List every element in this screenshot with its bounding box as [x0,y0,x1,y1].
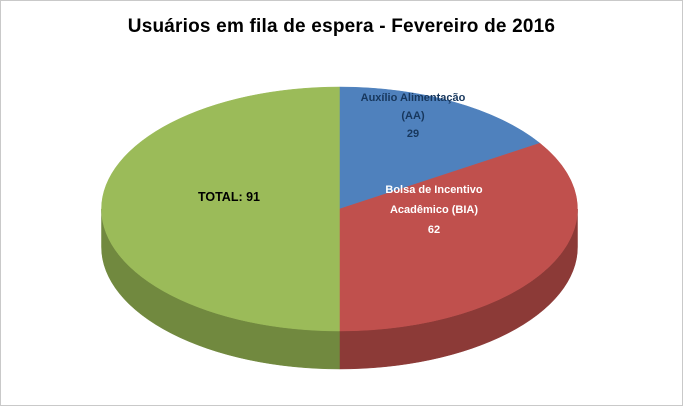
chart-title: Usuários em fila de espera - Fevereiro d… [127,16,556,37]
data-label-aa: Auxílio Alimentação (AA) 29 [333,89,493,143]
data-label-line: Auxílio Alimentação [360,92,466,104]
data-label-value: TOTAL: 91 [197,190,261,204]
data-label-value: 29 [406,128,420,140]
data-label-line: Bolsa de Incentivo [385,184,483,196]
data-label-line: (AA) [401,110,425,122]
data-label-bia: Bolsa de Incentivo Acadêmico (BIA) 62 [344,180,524,240]
pie-slice-bia [339,142,578,332]
pie-slice-total [101,86,340,332]
data-label-total: TOTAL: 91 [149,190,309,205]
pie-slice-aa [339,86,541,210]
data-label-line: Acadêmico (BIA) [389,204,479,216]
data-label-value: 62 [427,224,441,236]
